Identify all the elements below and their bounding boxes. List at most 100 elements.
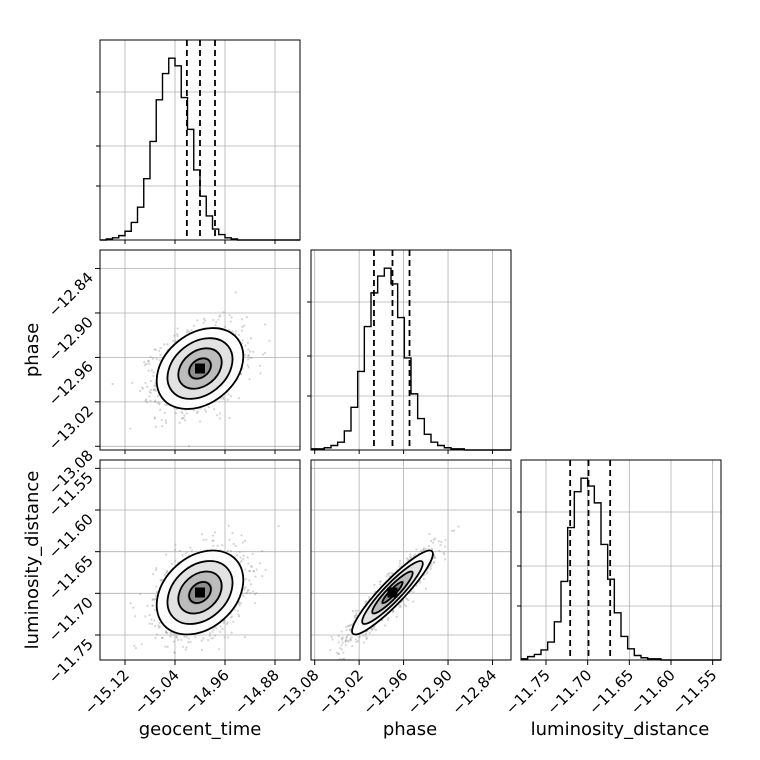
scatter-point — [150, 618, 153, 621]
scatter-point — [158, 625, 161, 628]
scatter-point — [368, 631, 371, 635]
xlabel-luminosity-distance: luminosity_distance — [531, 719, 710, 740]
scatter-point — [249, 337, 253, 340]
y-tick-label: −11.70 — [45, 593, 97, 645]
scatter-point — [159, 346, 162, 350]
scatter-point — [160, 418, 163, 422]
scatter-point — [149, 355, 152, 358]
scatter-point — [211, 539, 214, 542]
scatter-point — [228, 314, 231, 317]
scatter-point — [164, 419, 167, 422]
scatter-point — [156, 401, 159, 405]
scatter-point — [183, 419, 187, 422]
scatter-point — [386, 618, 389, 622]
scatter-point — [240, 534, 243, 537]
joint-density — [129, 524, 280, 655]
scatter-point — [203, 408, 206, 411]
scatter-point — [187, 641, 190, 644]
scatter-point — [330, 635, 333, 639]
scatter-point — [134, 615, 137, 618]
scatter-point — [223, 636, 226, 639]
scatter-point — [222, 397, 225, 401]
scatter-point — [365, 600, 368, 603]
scatter-point — [409, 555, 412, 558]
scatter-point — [365, 636, 369, 639]
contour-line — [361, 560, 424, 625]
scatter-point — [388, 574, 391, 578]
scatter-point — [364, 632, 368, 636]
scatter-point — [438, 549, 441, 552]
scatter-point — [237, 602, 240, 605]
hist-step — [311, 267, 511, 451]
scatter-point — [428, 532, 431, 536]
scatter-point — [264, 568, 267, 571]
scatter-point — [439, 544, 442, 547]
scatter-point — [238, 604, 241, 607]
scatter-point — [178, 549, 181, 553]
scatter-point — [146, 604, 149, 607]
scatter-point — [149, 391, 152, 395]
scatter-point — [409, 553, 412, 556]
scatter-point — [154, 568, 158, 572]
scatter-point — [187, 444, 191, 448]
scatter-point — [444, 545, 447, 548]
scatter-point — [347, 640, 351, 643]
scatter-point — [248, 378, 251, 381]
scatter-point — [349, 628, 352, 631]
scatter-point — [218, 412, 222, 415]
scatter-point — [228, 538, 231, 541]
contour-line — [166, 560, 234, 625]
y-tick-label: −12.84 — [45, 269, 97, 321]
scatter-point — [261, 550, 264, 553]
scatter-point — [337, 641, 340, 644]
scatter-point — [404, 597, 408, 600]
scatter-point — [203, 319, 207, 322]
scatter-point — [165, 421, 168, 424]
scatter-point — [164, 629, 168, 633]
scatter-point — [249, 583, 252, 586]
scatter-point — [250, 356, 253, 359]
x-tick-label: −12.90 — [404, 666, 456, 718]
scatter-point — [241, 339, 244, 342]
scatter-point — [148, 622, 151, 625]
scatter-point — [264, 323, 267, 326]
scatter-point — [174, 559, 177, 563]
hist-step — [521, 477, 721, 661]
scatter-point — [219, 630, 222, 634]
scatter-point — [180, 638, 183, 642]
hist-panel-luminosity_distance — [517, 459, 722, 661]
scatter-point — [374, 629, 378, 632]
scatter-point — [215, 626, 218, 630]
scatter-point — [175, 636, 178, 639]
scatter-point — [231, 532, 234, 535]
scatter-point — [174, 340, 177, 343]
scatter-point — [153, 389, 156, 392]
scatter-point — [169, 631, 172, 634]
scatter-point — [335, 651, 338, 654]
scatter-point — [150, 369, 153, 372]
scatter-point — [217, 648, 221, 651]
scatter-point — [251, 552, 254, 556]
scatter-point — [178, 421, 181, 424]
scatter-point — [144, 381, 147, 385]
scatter-point — [392, 609, 395, 612]
scatter-point — [212, 544, 215, 547]
hist-panel-phase — [307, 249, 512, 451]
scatter-point — [398, 562, 402, 565]
scatter-point — [151, 573, 155, 576]
x-tick-label: −15.12 — [81, 666, 133, 718]
scatter-point — [192, 408, 196, 412]
scatter-point — [172, 339, 175, 342]
scatter-point — [149, 388, 153, 391]
scatter-point — [422, 577, 426, 581]
ylabel-luminosity-distance: luminosity_distance — [22, 471, 43, 650]
scatter-point — [153, 619, 156, 622]
scatter-point — [432, 538, 435, 541]
scatter-point — [247, 354, 250, 357]
scatter-point — [344, 640, 347, 643]
scatter-point — [153, 608, 156, 612]
scatter-point — [164, 645, 167, 648]
scatter-point — [213, 407, 216, 411]
scatter-point — [153, 400, 156, 403]
scatter-point — [345, 638, 348, 641]
